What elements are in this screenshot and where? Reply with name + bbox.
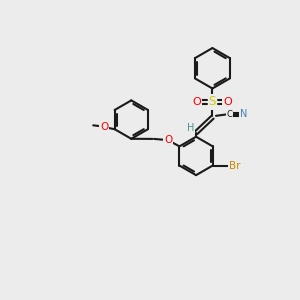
Text: O: O xyxy=(193,97,201,107)
Text: C: C xyxy=(226,110,232,119)
Text: O: O xyxy=(164,135,172,146)
Text: S: S xyxy=(209,95,216,108)
Text: O: O xyxy=(224,97,232,107)
Text: Br: Br xyxy=(229,160,241,170)
Text: N: N xyxy=(240,109,247,119)
Text: H: H xyxy=(187,123,194,133)
Text: O: O xyxy=(100,122,108,132)
